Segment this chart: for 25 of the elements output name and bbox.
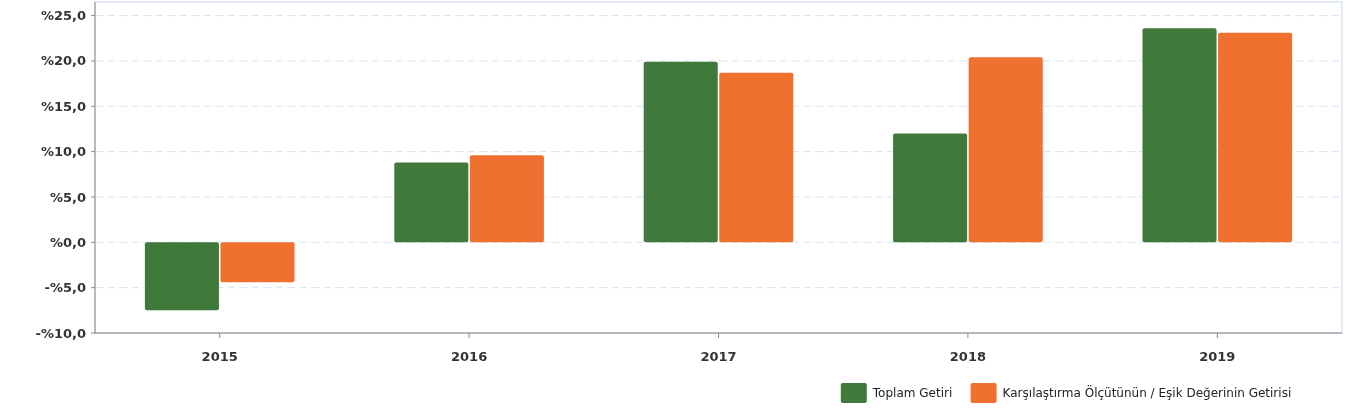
y-tick-label: %15,0 <box>40 98 86 114</box>
bar <box>968 57 1043 243</box>
bar <box>719 72 794 243</box>
legend-label: Toplam Getiri <box>871 386 953 401</box>
y-tick-label: -%10,0 <box>35 325 86 341</box>
y-tick-label: -%5,0 <box>44 280 86 296</box>
y-tick-label: %20,0 <box>40 53 86 69</box>
y-tick-label: %10,0 <box>40 144 86 160</box>
bar <box>643 61 718 243</box>
bar <box>144 242 219 311</box>
x-tick-label: 2017 <box>700 349 737 364</box>
bar <box>1218 32 1293 243</box>
legend-label: Karşılaştırma Ölçütünün / Eşik Değerinin Getirisi <box>1002 384 1292 401</box>
x-tick-label: 2016 <box>451 349 488 364</box>
bar <box>1142 28 1217 243</box>
y-tick-label: %5,0 <box>49 189 86 205</box>
x-tick-label: 2019 <box>1199 349 1236 364</box>
y-tick-label: %25,0 <box>40 8 86 24</box>
bar <box>220 242 295 283</box>
bar <box>394 162 469 243</box>
bar <box>893 133 968 243</box>
bar <box>469 155 544 243</box>
y-tick-label: %0,0 <box>49 234 86 250</box>
x-tick-label: 2015 <box>201 349 238 364</box>
x-tick-label: 2018 <box>949 349 986 364</box>
